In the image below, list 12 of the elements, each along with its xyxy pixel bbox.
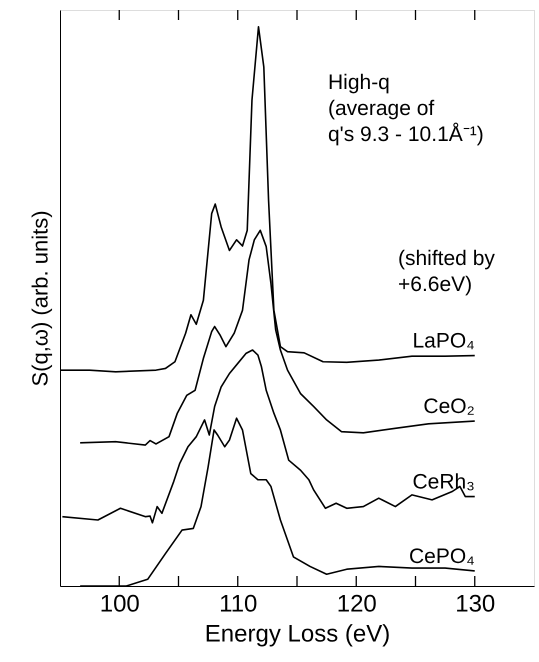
- annotation: (shifted by +6.6eV): [398, 247, 496, 296]
- series-label: CePO₄: [408, 544, 475, 568]
- y-axis-title: S(q,ω) (arb. units): [28, 210, 52, 387]
- annotation: High-q (average of q's 9.3 - 10.1Å⁻¹): [328, 71, 484, 146]
- x-tick-label: 110: [219, 590, 258, 618]
- x-tick-label: 120: [336, 590, 377, 618]
- series-label: CeRh₃: [412, 470, 475, 494]
- x-axis-title: Energy Loss (eV): [204, 620, 390, 648]
- series-label: LaPO₄: [412, 330, 475, 353]
- series-label: CeO₂: [423, 395, 475, 418]
- x-tick-label: 100: [100, 590, 140, 618]
- x-tick-label: 130: [455, 590, 496, 618]
